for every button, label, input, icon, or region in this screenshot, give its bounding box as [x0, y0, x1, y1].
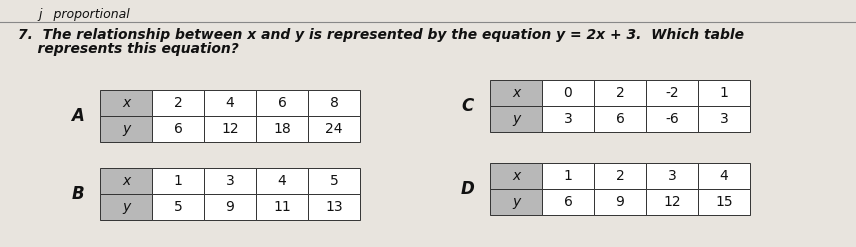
- Bar: [308, 194, 360, 220]
- Bar: [594, 80, 646, 106]
- Bar: [646, 106, 698, 132]
- Text: D: D: [461, 180, 475, 198]
- Bar: [256, 116, 308, 142]
- Text: -6: -6: [665, 112, 679, 126]
- Text: A: A: [72, 107, 85, 125]
- Text: B: B: [72, 185, 84, 203]
- Text: 2: 2: [615, 86, 624, 100]
- Bar: [698, 163, 750, 189]
- Text: 11: 11: [273, 200, 291, 214]
- Bar: [646, 163, 698, 189]
- Bar: [542, 189, 594, 215]
- Text: 13: 13: [325, 200, 342, 214]
- Bar: [152, 194, 204, 220]
- Bar: [204, 90, 256, 116]
- Text: 3: 3: [720, 112, 728, 126]
- Text: 1: 1: [174, 174, 182, 188]
- Text: 18: 18: [273, 122, 291, 136]
- Bar: [490, 80, 542, 106]
- Text: 4: 4: [226, 96, 235, 110]
- Bar: [490, 106, 542, 132]
- Text: represents this equation?: represents this equation?: [18, 42, 239, 56]
- Text: 0: 0: [563, 86, 573, 100]
- Text: 1: 1: [563, 169, 573, 183]
- Text: 8: 8: [330, 96, 338, 110]
- Text: 7.  The relationship between x and y is represented by the equation y = 2x + 3. : 7. The relationship between x and y is r…: [18, 28, 744, 42]
- Bar: [594, 106, 646, 132]
- Bar: [698, 106, 750, 132]
- Bar: [646, 80, 698, 106]
- Bar: [256, 90, 308, 116]
- Bar: [490, 189, 542, 215]
- Bar: [698, 189, 750, 215]
- Text: 3: 3: [563, 112, 573, 126]
- Text: 24: 24: [325, 122, 342, 136]
- Bar: [204, 168, 256, 194]
- Bar: [256, 194, 308, 220]
- Bar: [490, 163, 542, 189]
- Text: 9: 9: [615, 195, 624, 209]
- Text: j   proportional: j proportional: [38, 8, 130, 21]
- Text: 9: 9: [226, 200, 235, 214]
- Text: 6: 6: [174, 122, 182, 136]
- Bar: [152, 168, 204, 194]
- Bar: [100, 116, 152, 142]
- Text: 5: 5: [174, 200, 182, 214]
- Text: 3: 3: [668, 169, 676, 183]
- Text: -2: -2: [665, 86, 679, 100]
- Bar: [204, 116, 256, 142]
- Text: 2: 2: [615, 169, 624, 183]
- Bar: [698, 80, 750, 106]
- Bar: [542, 80, 594, 106]
- Bar: [308, 90, 360, 116]
- Text: 4: 4: [277, 174, 287, 188]
- Text: x: x: [512, 169, 520, 183]
- Text: 1: 1: [720, 86, 728, 100]
- Text: 15: 15: [715, 195, 733, 209]
- Text: 6: 6: [277, 96, 287, 110]
- Text: 3: 3: [226, 174, 235, 188]
- Text: C: C: [462, 97, 474, 115]
- Bar: [542, 106, 594, 132]
- Bar: [308, 116, 360, 142]
- Text: 2: 2: [174, 96, 182, 110]
- Text: 4: 4: [720, 169, 728, 183]
- Bar: [594, 189, 646, 215]
- Bar: [100, 168, 152, 194]
- Bar: [100, 194, 152, 220]
- Bar: [100, 90, 152, 116]
- Text: x: x: [122, 96, 130, 110]
- Text: 12: 12: [663, 195, 681, 209]
- Text: y: y: [512, 112, 520, 126]
- Bar: [256, 168, 308, 194]
- Bar: [542, 163, 594, 189]
- Text: 6: 6: [563, 195, 573, 209]
- Bar: [646, 189, 698, 215]
- Bar: [152, 90, 204, 116]
- Text: x: x: [122, 174, 130, 188]
- Bar: [308, 168, 360, 194]
- Text: y: y: [512, 195, 520, 209]
- Text: 6: 6: [615, 112, 624, 126]
- Bar: [594, 163, 646, 189]
- Text: 5: 5: [330, 174, 338, 188]
- Bar: [152, 116, 204, 142]
- Text: 12: 12: [221, 122, 239, 136]
- Text: y: y: [122, 122, 130, 136]
- Text: y: y: [122, 200, 130, 214]
- Text: x: x: [512, 86, 520, 100]
- Bar: [204, 194, 256, 220]
